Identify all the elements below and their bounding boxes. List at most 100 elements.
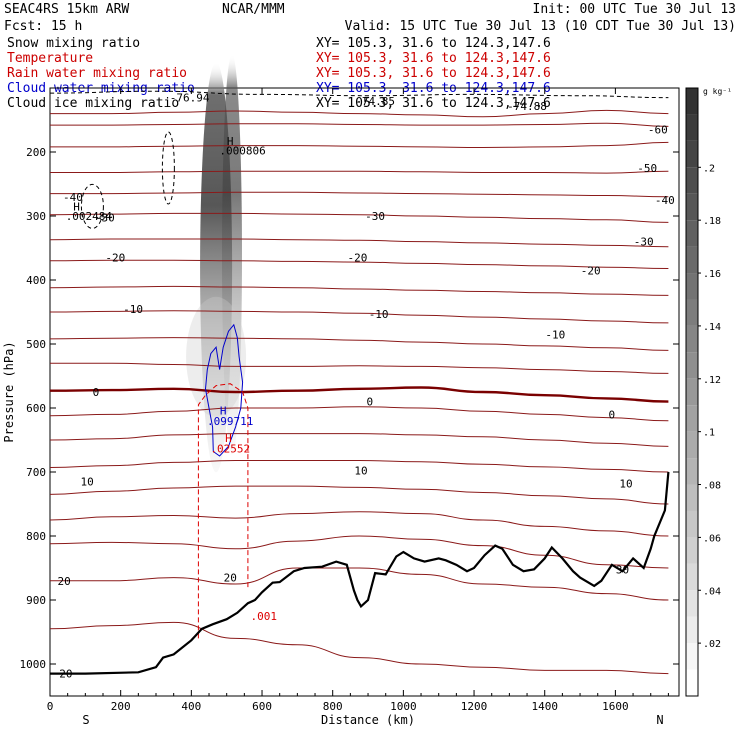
colorbar-segment xyxy=(686,669,698,696)
isotherm-line xyxy=(49,386,669,403)
header-valid: Valid: 15 UTC Tue 30 Jul 13 (10 CDT Tue … xyxy=(345,19,736,34)
colorbar-tick-label: .1 xyxy=(703,428,715,439)
field-extremum-label: .001 xyxy=(251,610,278,623)
isotherm-line xyxy=(50,362,669,374)
field-extremum-label: H xyxy=(227,135,234,148)
colorbar-segment xyxy=(686,114,698,141)
end-label-south: S xyxy=(82,713,89,727)
isotherm-label: -30 xyxy=(95,211,115,224)
colorbar-tick-label: .02 xyxy=(703,639,721,650)
field-extremum-label: .000806 xyxy=(219,145,265,158)
isotherm-line xyxy=(50,191,669,198)
isotherm-line xyxy=(49,238,669,248)
x-tick-label: 200 xyxy=(111,700,131,713)
plot-frame xyxy=(49,87,680,697)
isotherm-line xyxy=(49,535,669,569)
header-title: SEAC4RS 15km ARW xyxy=(4,2,129,17)
colorbar-segment xyxy=(686,246,698,274)
x-tick-label: 1000 xyxy=(390,700,417,713)
colorbar-tick-label: .06 xyxy=(703,533,721,544)
colorbar-segment xyxy=(686,167,698,194)
isotherm-label: 20 xyxy=(224,572,237,585)
field-extremum-label: -74.85 xyxy=(355,95,395,108)
x-axis-title: Distance (km) xyxy=(321,713,415,727)
isotherm-line xyxy=(50,122,669,127)
y-tick-label: 500 xyxy=(26,338,46,351)
isotherm-line xyxy=(49,170,669,174)
colorbar-segment xyxy=(686,643,698,670)
colorbar-segment xyxy=(686,537,698,564)
legend-label-cloud-ice: Cloud ice mixing ratio xyxy=(7,96,179,111)
temperature-contour-layer xyxy=(49,109,669,675)
colorbar-segment xyxy=(686,325,698,353)
x-tick-label: 800 xyxy=(323,700,343,713)
field-extremum-label: H xyxy=(73,200,80,213)
isotherm-label: -10 xyxy=(123,303,143,316)
snow-shading-layer xyxy=(186,54,247,473)
isotherm-label: 10 xyxy=(619,478,632,491)
colorbar-tick-label: .18 xyxy=(703,216,721,227)
isotherm-label: -30 xyxy=(634,236,654,249)
isotherm-label: 20 xyxy=(58,575,71,588)
field-extremum-label: -76.94 xyxy=(170,92,210,105)
x-tick-label: 1600 xyxy=(602,700,629,713)
isotherm-line xyxy=(49,310,669,324)
colorbar-tick-label: .16 xyxy=(703,269,721,280)
legend-label-snow: Snow mixing ratio xyxy=(7,36,140,51)
colorbar-tick-label: .14 xyxy=(703,322,721,333)
terrain-layer xyxy=(50,471,670,675)
isotherm-label: -20 xyxy=(347,252,367,265)
isotherm-line xyxy=(49,285,669,296)
y-tick-label: 600 xyxy=(26,402,46,415)
y-tick-label: 300 xyxy=(26,210,46,223)
colorbar-tick-label: .04 xyxy=(703,586,721,597)
x-tick-label: 600 xyxy=(252,700,272,713)
isotherm-line xyxy=(50,109,669,118)
colorbar-segment xyxy=(686,510,698,538)
snow-halo xyxy=(186,296,247,417)
snow-plume-secondary xyxy=(221,54,242,455)
colorbar-segment xyxy=(686,563,698,591)
field-extremum-label: .099711 xyxy=(207,415,253,428)
y-tick-label: 700 xyxy=(26,466,46,479)
isotherm-label: 0 xyxy=(366,396,373,409)
y-tick-label: 200 xyxy=(26,146,46,159)
colorbar: .02 .04 .06 .08 .1 .12 .14 .16 .18 .2 xyxy=(685,87,721,697)
colorbar-segment xyxy=(686,616,698,644)
colorbar-segment xyxy=(686,220,698,247)
isotherm-line xyxy=(49,621,669,675)
isotherm-line xyxy=(49,259,669,269)
isotherm-line xyxy=(50,141,669,149)
legend-label-rain: Rain water mixing ratio xyxy=(7,66,187,81)
legend-xy-snow: XY= 105.3, 31.6 to 124.3,147.6 xyxy=(316,36,551,51)
tropopause-dashed-contour xyxy=(49,90,669,99)
y-tick-label: 900 xyxy=(26,594,46,607)
field-extremum-label: .002484 xyxy=(66,210,113,223)
isotherm-line xyxy=(49,406,669,422)
field-extremum-label: H xyxy=(220,405,227,418)
colorbar-frame xyxy=(685,87,699,697)
legend-label-temperature: Temperature xyxy=(7,51,93,66)
x-tick-label: 400 xyxy=(181,700,201,713)
colorbar-unit: g kg⁻¹ xyxy=(703,87,732,96)
y-tick-label: 400 xyxy=(26,274,46,287)
isotherm-label: -50 xyxy=(637,162,657,175)
colorbar-segment xyxy=(686,378,698,406)
terrain-line xyxy=(50,471,670,675)
colorbar-segment xyxy=(686,299,698,326)
field-extremum-label: H xyxy=(225,432,232,445)
isotherm-line xyxy=(49,485,669,505)
cloud-ice-contour-west xyxy=(80,183,104,229)
cloud-water-contour xyxy=(204,323,244,457)
colorbar-segment xyxy=(686,405,698,432)
colorbar-segment xyxy=(686,484,698,511)
isotherm-label: 20 xyxy=(59,668,72,681)
x-tick-label: 1200 xyxy=(461,700,488,713)
isotherm-label: -40 xyxy=(63,191,83,204)
colorbar-segment xyxy=(686,590,698,617)
isotherm-label: 0 xyxy=(609,408,616,421)
isotherm-label: -20 xyxy=(581,264,601,277)
colorbar-tick-label: .12 xyxy=(703,375,721,386)
axis-layer: 0 200 400 600 800 1000 1200 1400 160020030040050… xyxy=(20,88,679,713)
